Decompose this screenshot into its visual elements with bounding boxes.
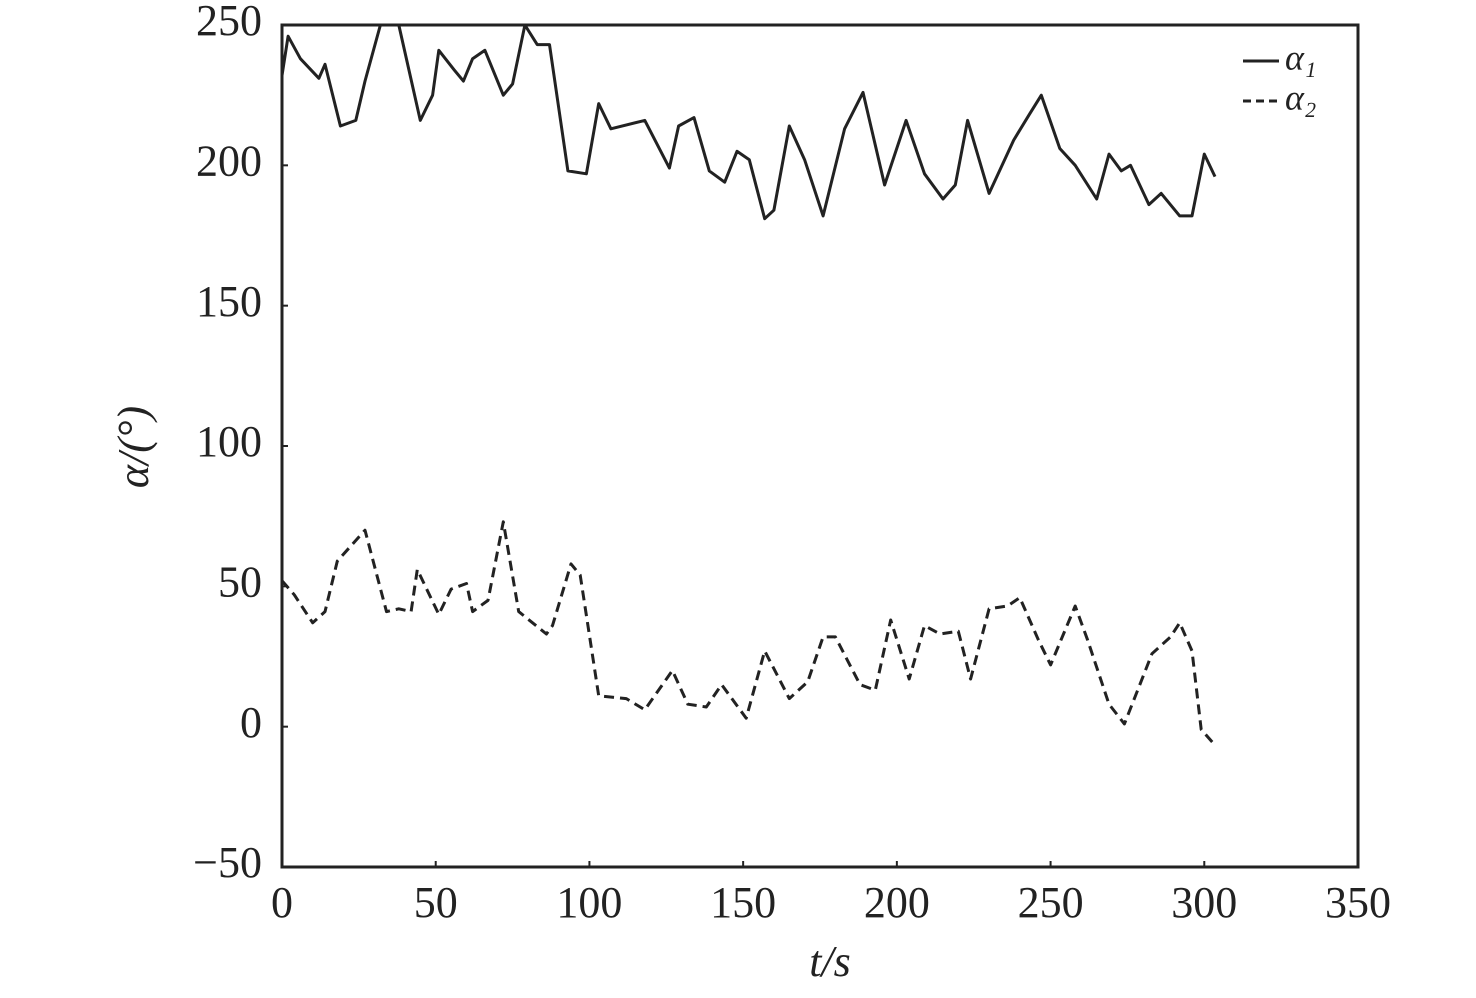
x-tick-label: 150 bbox=[710, 878, 776, 927]
y-tick-label: 250 bbox=[196, 0, 262, 45]
x-tick-label: 300 bbox=[1171, 878, 1237, 927]
plot-frame bbox=[280, 23, 1360, 869]
x-tick-label: 0 bbox=[271, 878, 293, 927]
data-line bbox=[280, 23, 1217, 221]
y-tick-label: 150 bbox=[196, 277, 262, 326]
x-tick-label: 200 bbox=[864, 878, 930, 927]
y-tick-label: −50 bbox=[193, 838, 262, 887]
x-tick-label: 100 bbox=[556, 878, 622, 927]
y-tick-label: 200 bbox=[196, 136, 262, 185]
x-tick-label: 250 bbox=[1018, 878, 1084, 927]
legend-label: α₂ bbox=[1285, 77, 1316, 117]
y-tick-label: 0 bbox=[240, 698, 262, 747]
data-line bbox=[280, 520, 1215, 745]
x-tick-label: 50 bbox=[414, 878, 458, 927]
x-axis-label: t/s bbox=[809, 937, 851, 986]
x-tick-label: 350 bbox=[1325, 878, 1391, 927]
y-axis-label: α/(°) bbox=[109, 406, 158, 488]
y-tick-label: 50 bbox=[218, 557, 262, 606]
legend-label: α₁ bbox=[1285, 37, 1316, 77]
y-tick-label: 100 bbox=[196, 417, 262, 466]
